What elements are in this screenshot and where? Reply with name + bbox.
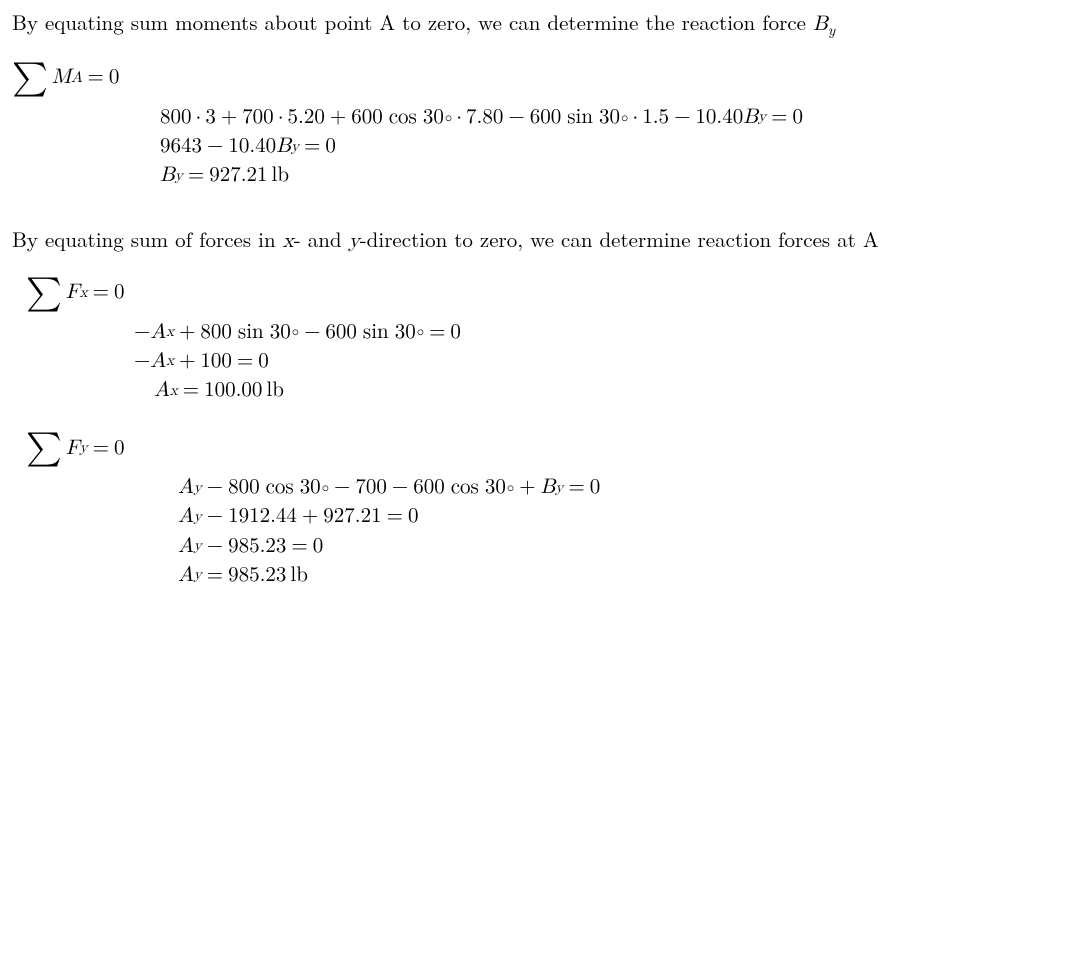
fy-line2: Ay − 1912.44 + 927.21 =0 [26,504,1066,529]
sigma-icon: ∑ [12,61,48,95]
paragraph-moments: By equating sum moments about point A to… [12,10,1066,39]
sum-MA-header: ∑ MA = 0 [12,61,1066,95]
para1-text: By equating sum moments about point A to… [12,7,813,37]
fy-line3: Ay − 985.23 =0 [26,534,1066,559]
moment-equation-block: ∑ MA = 0 800·3 + 700·5.20 + 600cos30◦ ·7… [12,61,1066,189]
moment-line2: 9643 − 10.40By =0 [12,134,1066,159]
hdr1-rhs: 0 [109,65,120,90]
fx-equation-block: ∑ Fx = 0 −Ax + 800sin30◦ − 600sin30◦ =0 … [26,276,1066,404]
moment-line3: By = 927.21 lb [12,163,1066,188]
para1-var: B [813,14,828,35]
sigma-icon: ∑ [26,276,62,310]
moment-line1: 800·3 + 700·5.20 + 600cos30◦ ·7.80 − 600… [12,105,1066,130]
sum-Fx-header: ∑ Fx = 0 [26,276,1066,310]
para1-sub: y [828,19,835,40]
paragraph-forces: By equating sum of forces in x- and y-di… [12,227,1066,254]
fy-line1: Ay − 800cos30◦ − 700 − 600cos30◦ + By =0 [26,475,1066,500]
fx-line2: −Ax + 100 =0 [26,349,1066,374]
fy-line4: Ay = 985.23 lb [26,563,1066,588]
hdr1-var: M [52,65,71,90]
fy-equation-block: ∑ Fy = 0 Ay − 800cos30◦ − 700 − 600cos30… [26,431,1066,588]
eq-sign: = [88,65,104,90]
sum-Fy-header: ∑ Fy = 0 [26,431,1066,465]
sigma-icon: ∑ [26,431,62,465]
hdr1-sub: A [71,69,82,87]
fx-line1: −Ax + 800sin30◦ − 600sin30◦ =0 [26,320,1066,345]
fx-line3: Ax = 100.00 lb [26,378,1066,403]
